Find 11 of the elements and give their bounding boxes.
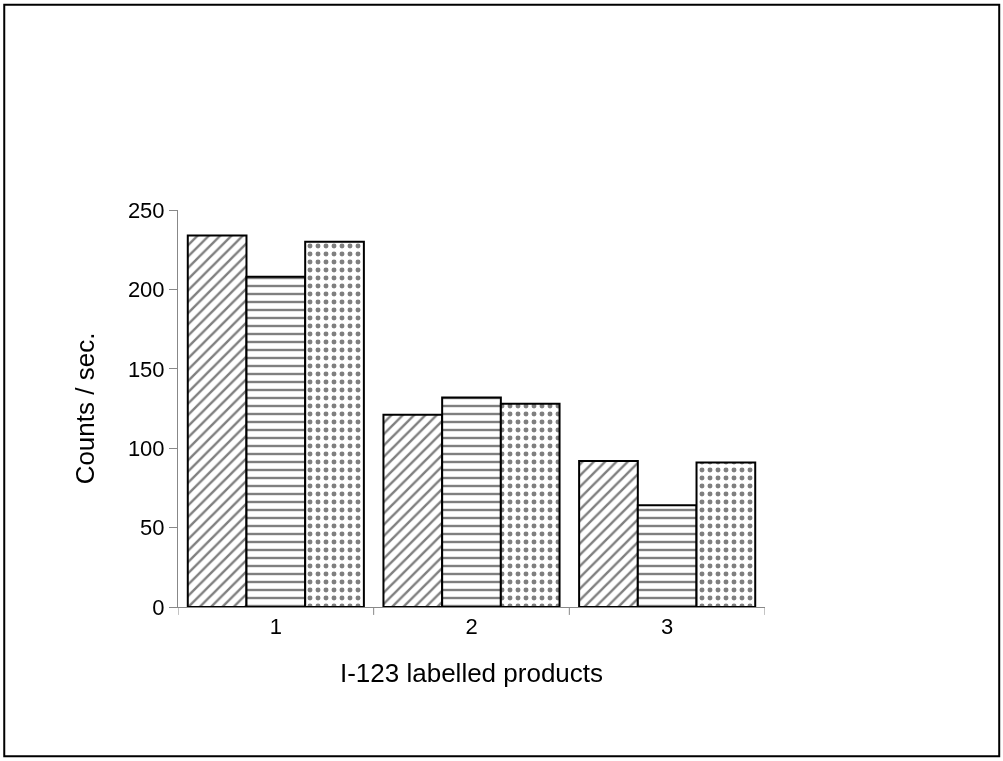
- y-tick-label: 100: [127, 435, 165, 461]
- y-tick-label: 250: [127, 197, 165, 223]
- x-tick-label: 1: [269, 614, 282, 640]
- y-tick-label: 200: [127, 277, 165, 303]
- x-tick-label: 2: [465, 614, 478, 640]
- y-axis-title: Counts / sec.: [70, 332, 101, 485]
- y-tick-label: 0: [152, 594, 165, 620]
- x-axis-title: I-123 labelled products: [339, 658, 604, 689]
- y-tick-label: 50: [140, 515, 165, 541]
- x-tick-label: 3: [661, 614, 674, 640]
- y-tick-label: 150: [127, 356, 165, 382]
